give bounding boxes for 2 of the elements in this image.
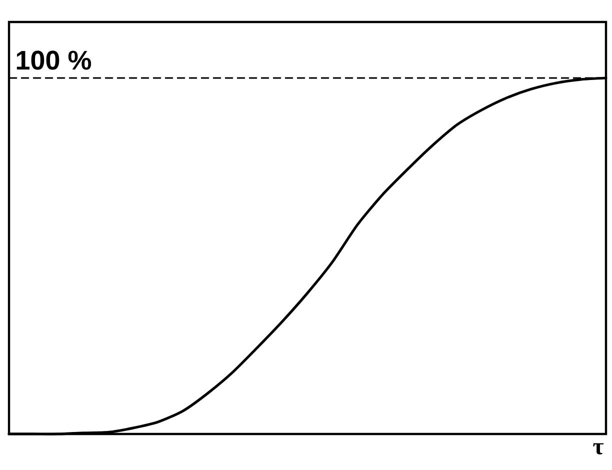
ref-line-label: 100 % [16,50,92,70]
x-axis-title: τ [593,443,604,454]
